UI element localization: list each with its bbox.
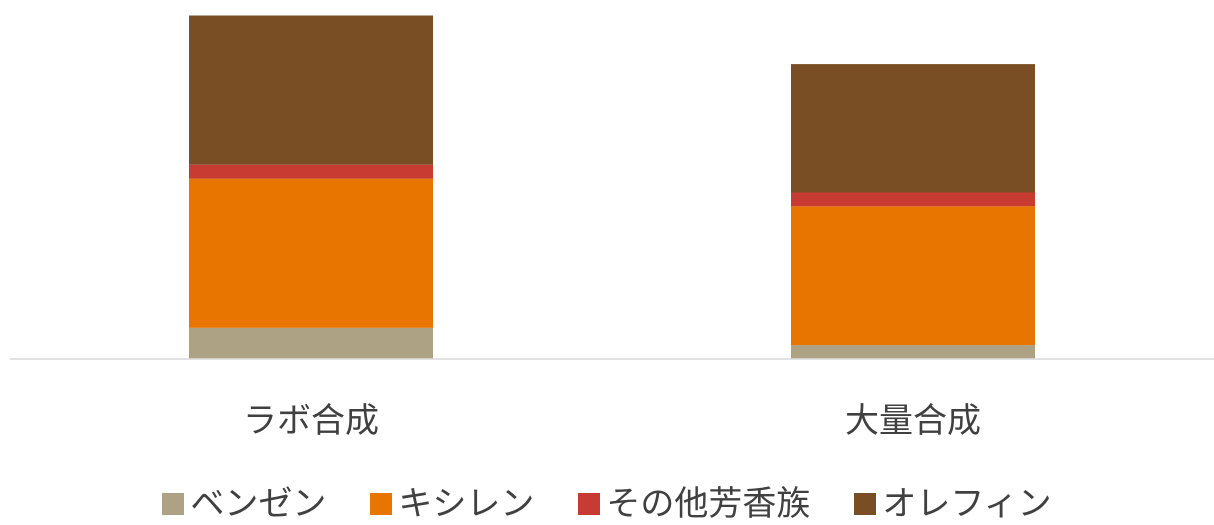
bar-segment-cat0-series0 [189,327,433,359]
x-tick-label: 大量合成 [845,401,981,441]
bar-segment-cat0-series1 [189,178,433,328]
bar-segment-cat0-series3 [189,15,433,165]
x-tick-label: ラボ合成 [243,401,379,441]
bar-segment-cat1-series1 [791,206,1035,346]
bar-segment-cat1-series0 [791,345,1035,359]
x-tick-labels: ラボ合成 大量合成 [243,401,981,441]
legend-item: オレフィン [854,484,1052,524]
bars-layer [189,15,1035,359]
legend-label: キシレン [398,484,535,524]
legend-item: その他芳香族 [578,484,810,524]
legend-label: オレフィン [882,484,1052,524]
legend-item: キシレン [370,484,534,524]
bar-segment-cat1-series2 [791,192,1035,207]
legend-swatch [578,493,601,515]
legend-swatch [370,493,393,515]
legend: ベンゼン キシレン その他芳香族 オレフィン [0,484,1214,524]
legend-item: ベンゼン [162,484,326,524]
legend-label: ベンゼン [190,484,327,524]
bar-segment-cat0-series2 [189,164,433,179]
legend-swatch [854,493,877,515]
bar-segment-cat1-series3 [791,64,1035,193]
legend-label: その他芳香族 [606,484,811,524]
legend-swatch [162,493,185,515]
